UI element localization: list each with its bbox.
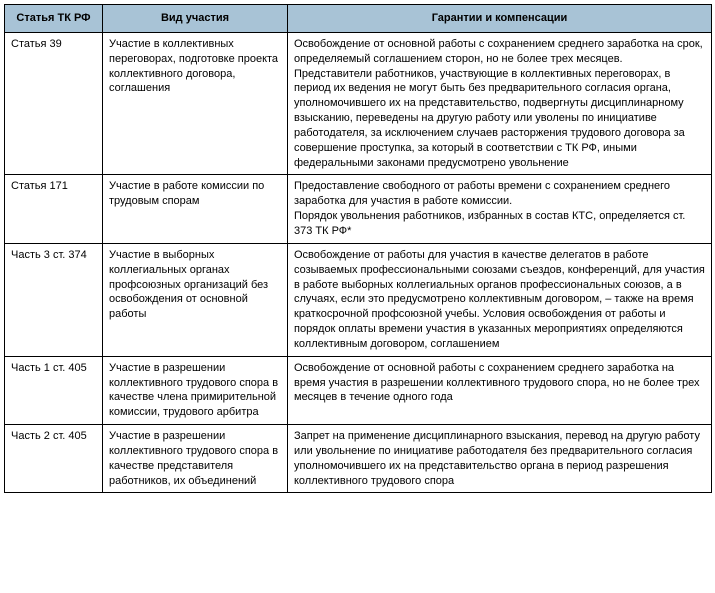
- table-row: Часть 3 ст. 374 Участие в выборных колле…: [5, 243, 712, 356]
- labor-code-table: Статья ТК РФ Вид участия Гарантии и комп…: [4, 4, 712, 493]
- cell-participation: Участие в разрешении коллективного трудо…: [103, 425, 288, 493]
- cell-article: Статья 39: [5, 32, 103, 175]
- cell-participation: Участие в коллективных переговорах, подг…: [103, 32, 288, 175]
- table-row: Статья 171 Участие в работе комиссии по …: [5, 175, 712, 243]
- table-row: Часть 1 ст. 405 Участие в разрешении кол…: [5, 356, 712, 424]
- table-row: Статья 39 Участие в коллективных перегов…: [5, 32, 712, 175]
- cell-article: Часть 1 ст. 405: [5, 356, 103, 424]
- col-header-article: Статья ТК РФ: [5, 5, 103, 33]
- cell-guarantees: Предоставление свободного от работы врем…: [288, 175, 712, 243]
- col-header-participation: Вид участия: [103, 5, 288, 33]
- cell-guarantees: Освобождение от основной работы с сохран…: [288, 32, 712, 175]
- cell-article: Часть 3 ст. 374: [5, 243, 103, 356]
- cell-guarantees: Освобождение от работы для участия в кач…: [288, 243, 712, 356]
- cell-article: Часть 2 ст. 405: [5, 425, 103, 493]
- table-header-row: Статья ТК РФ Вид участия Гарантии и комп…: [5, 5, 712, 33]
- cell-participation: Участие в работе комиссии по трудовым сп…: [103, 175, 288, 243]
- cell-guarantees: Запрет на применение дисциплинарного взы…: [288, 425, 712, 493]
- table-row: Часть 2 ст. 405 Участие в разрешении кол…: [5, 425, 712, 493]
- cell-participation: Участие в разрешении коллективного трудо…: [103, 356, 288, 424]
- cell-participation: Участие в выборных коллегиальных органах…: [103, 243, 288, 356]
- col-header-guarantees: Гарантии и компенсации: [288, 5, 712, 33]
- cell-article: Статья 171: [5, 175, 103, 243]
- cell-guarantees: Освобождение от основной работы с сохран…: [288, 356, 712, 424]
